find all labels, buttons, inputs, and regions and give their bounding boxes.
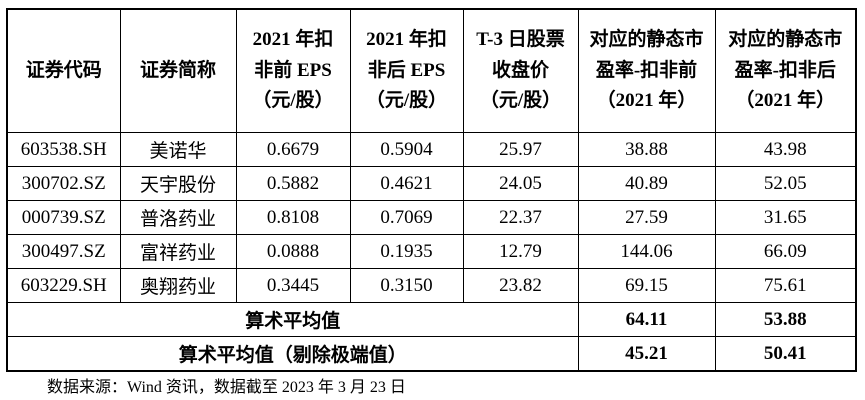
cell-pe-post: 66.09 (714, 234, 857, 269)
summary-pe-pre: 64.11 (577, 302, 716, 337)
data-source-note: 数据来源：Wind 资讯，数据截至 2023 年 3 月 23 日 (47, 379, 406, 396)
cell-pe-pre: 69.15 (577, 268, 716, 303)
table-row: 000739.SZ 普洛药业 0.8108 0.7069 22.37 27.59… (6, 200, 857, 235)
summary-row-mean: 算术平均值 64.11 53.88 (6, 302, 857, 337)
cell-close-price: 25.97 (462, 132, 579, 167)
cell-pe-post: 43.98 (714, 132, 857, 167)
cell-eps-pre: 0.5882 (235, 166, 351, 201)
header-cell-code: 证券代码 (6, 8, 121, 133)
cell-name: 奥翔药业 (119, 268, 237, 303)
cell-pe-pre: 27.59 (577, 200, 716, 235)
cell-name: 天宇股份 (119, 166, 237, 201)
cell-name: 普洛药业 (119, 200, 237, 235)
cell-code: 000739.SZ (6, 200, 121, 235)
header-cell-pe-pre: 对应的静态市 盈率-扣非前 （2021 年） (577, 8, 716, 133)
cell-pe-post: 75.61 (714, 268, 857, 303)
summary-row-mean-trimmed: 算术平均值（剔除极端值） 45.21 50.41 (6, 336, 857, 372)
cell-pe-pre: 38.88 (577, 132, 716, 167)
cell-eps-pre: 0.6679 (235, 132, 351, 167)
cell-eps-post: 0.3150 (349, 268, 464, 303)
cell-code: 300702.SZ (6, 166, 121, 201)
header-cell-pe-post: 对应的静态市 盈率-扣非后 （2021 年） (714, 8, 857, 133)
cell-code: 603538.SH (6, 132, 121, 167)
header-cell-eps-post: 2021 年扣 非后 EPS （元/股） (349, 8, 464, 133)
summary-label: 算术平均值 (6, 302, 579, 337)
pe-comparison-table: 证券代码 证券简称 2021 年扣 非前 EPS （元/股） 2021 年扣 非… (6, 8, 857, 372)
cell-code: 603229.SH (6, 268, 121, 303)
table-row: 300702.SZ 天宇股份 0.5882 0.4621 24.05 40.89… (6, 166, 857, 201)
table-row: 603229.SH 奥翔药业 0.3445 0.3150 23.82 69.15… (6, 268, 857, 303)
table-row: 300497.SZ 富祥药业 0.0888 0.1935 12.79 144.0… (6, 234, 857, 269)
summary-label: 算术平均值（剔除极端值） (6, 336, 579, 372)
header-cell-close-price: T-3 日股票 收盘价 （元/股） (462, 8, 579, 133)
cell-eps-pre: 0.8108 (235, 200, 351, 235)
summary-pe-pre: 45.21 (577, 336, 716, 372)
cell-close-price: 22.37 (462, 200, 579, 235)
cell-close-price: 24.05 (462, 166, 579, 201)
header-cell-eps-pre: 2021 年扣 非前 EPS （元/股） (235, 8, 351, 133)
cell-pe-post: 52.05 (714, 166, 857, 201)
cell-close-price: 23.82 (462, 268, 579, 303)
cell-eps-post: 0.4621 (349, 166, 464, 201)
cell-pe-pre: 40.89 (577, 166, 716, 201)
cell-eps-post: 0.5904 (349, 132, 464, 167)
cell-name: 美诺华 (119, 132, 237, 167)
header-cell-name: 证券简称 (119, 8, 237, 133)
cell-pe-post: 31.65 (714, 200, 857, 235)
cell-pe-pre: 144.06 (577, 234, 716, 269)
cell-eps-pre: 0.0888 (235, 234, 351, 269)
table-row: 603538.SH 美诺华 0.6679 0.5904 25.97 38.88 … (6, 132, 857, 167)
header-row: 证券代码 证券简称 2021 年扣 非前 EPS （元/股） 2021 年扣 非… (6, 8, 857, 133)
cell-eps-post: 0.1935 (349, 234, 464, 269)
cell-code: 300497.SZ (6, 234, 121, 269)
cell-close-price: 12.79 (462, 234, 579, 269)
cell-name: 富祥药业 (119, 234, 237, 269)
cell-eps-pre: 0.3445 (235, 268, 351, 303)
cell-eps-post: 0.7069 (349, 200, 464, 235)
summary-pe-post: 50.41 (714, 336, 857, 372)
summary-pe-post: 53.88 (714, 302, 857, 337)
